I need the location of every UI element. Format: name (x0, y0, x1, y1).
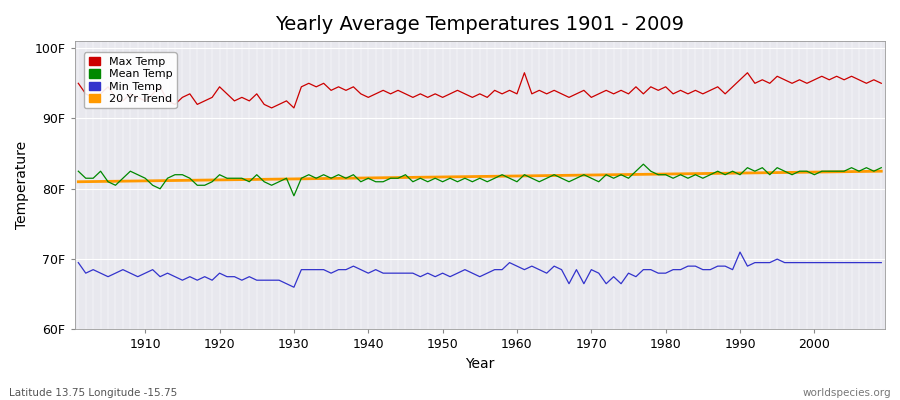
Title: Yearly Average Temperatures 1901 - 2009: Yearly Average Temperatures 1901 - 2009 (275, 15, 684, 34)
Legend: Max Temp, Mean Temp, Min Temp, 20 Yr Trend: Max Temp, Mean Temp, Min Temp, 20 Yr Tre… (85, 52, 176, 108)
Y-axis label: Temperature: Temperature (15, 141, 29, 229)
X-axis label: Year: Year (465, 357, 494, 371)
Text: worldspecies.org: worldspecies.org (803, 388, 891, 398)
Text: Latitude 13.75 Longitude -15.75: Latitude 13.75 Longitude -15.75 (9, 388, 177, 398)
